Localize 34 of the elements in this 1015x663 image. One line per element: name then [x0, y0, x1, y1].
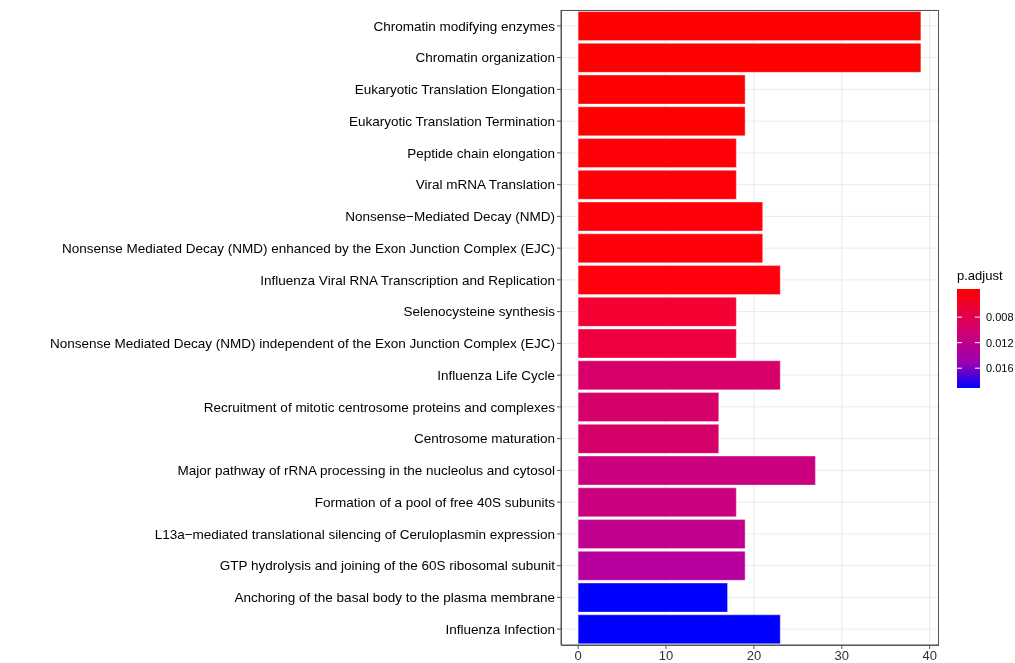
bar	[577, 519, 746, 549]
y-tick-label: Viral mRNA Translation	[415, 177, 555, 193]
y-tick-label: Centrosome maturation	[413, 431, 555, 447]
color-bar-label: 0.008	[986, 311, 1014, 324]
bar	[577, 138, 737, 168]
y-tick-label: GTP hydrolysis and joining of the 60S ribosomal subunit	[219, 558, 556, 574]
y-tick-label: Influenza Life Cycle	[437, 367, 555, 383]
y-tick-label: Formation of a pool of free 40S subunits	[314, 494, 556, 510]
x-tick-label: 10	[658, 648, 674, 663]
y-tick-label: Peptide chain elongation	[407, 145, 555, 161]
y-tick-label: Influenza Infection	[445, 621, 555, 637]
y-tick-label: L13a−mediated translational silencing of Ceruloplasmin expression	[154, 526, 555, 542]
y-tick-label: Recruitment of mitotic centrosome proteins and complexes	[203, 399, 556, 415]
x-tick-label: 0	[574, 648, 582, 663]
y-tick-label: Nonsense Mediated Decay (NMD) enhanced by the Exon Junction Complex (EJC)	[62, 240, 555, 256]
bar	[577, 265, 781, 295]
color-bar-label: 0.016	[986, 362, 1014, 375]
x-tick-label: 40	[922, 648, 937, 663]
y-tick-label: Anchoring of the basal body to the plasma membrane	[234, 590, 555, 606]
x-tick-label: 30	[834, 648, 850, 663]
y-tick-label: Nonsense Mediated Decay (NMD) independent of the Exon Junction Complex (EJC)	[50, 336, 555, 352]
y-tick-label: Eukaryotic Translation Termination	[348, 113, 555, 129]
x-tick-label: 20	[746, 648, 762, 663]
bar	[577, 11, 922, 41]
y-tick-label: Eukaryotic Translation Elongation	[354, 82, 555, 98]
y-tick-label: Chromatin modifying enzymes	[373, 18, 556, 34]
color-bar-title: p.adjust	[957, 268, 1003, 283]
y-tick-label: Nonsense−Mediated Decay (NMD)	[345, 209, 555, 225]
color-bar-label: 0.012	[986, 336, 1014, 349]
y-tick-label: Selenocysteine synthesis	[403, 304, 556, 320]
y-tick-label: Chromatin organization	[415, 50, 555, 66]
bar	[577, 392, 720, 422]
y-tick-label: Influenza Viral RNA Transcription and Replication	[260, 272, 555, 288]
y-tick-label: Major pathway of rRNA processing in the nucleolus and cytosol	[177, 463, 555, 479]
